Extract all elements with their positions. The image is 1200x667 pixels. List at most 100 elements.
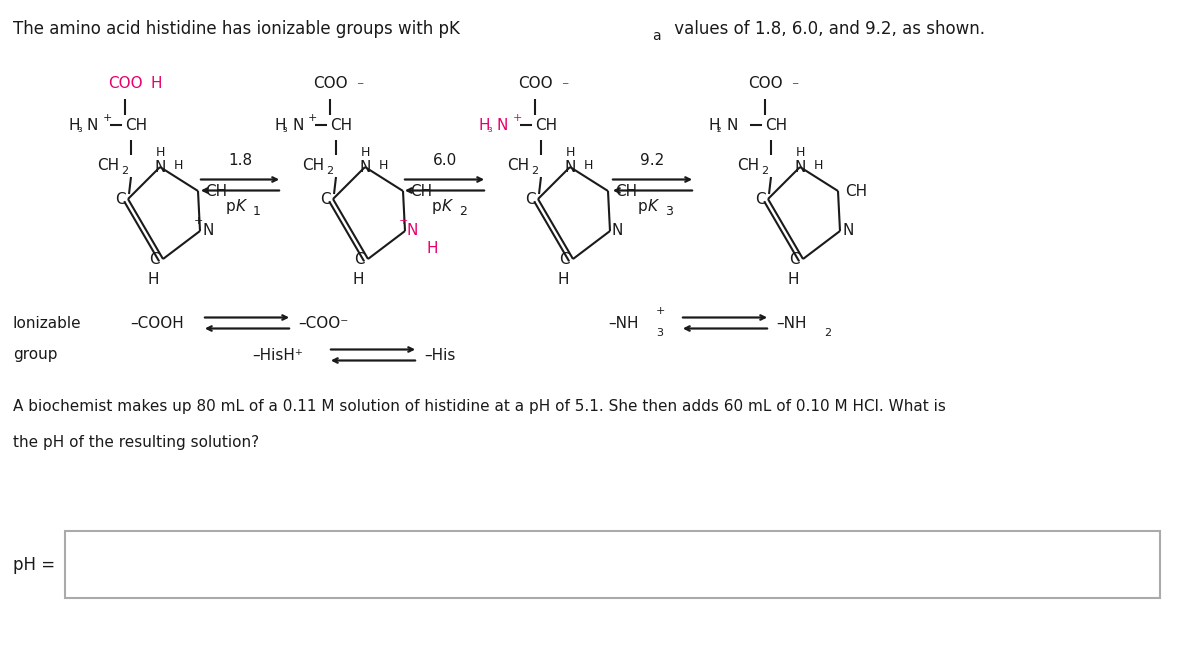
Text: C: C — [790, 251, 800, 267]
Text: C: C — [149, 251, 160, 267]
Text: 3: 3 — [656, 327, 662, 338]
Text: CH: CH — [506, 157, 529, 173]
Text: H: H — [796, 147, 805, 159]
Text: COO: COO — [517, 77, 552, 91]
Text: p: p — [432, 199, 442, 215]
Text: N: N — [564, 159, 576, 175]
Text: 2: 2 — [121, 165, 128, 175]
Text: 2: 2 — [761, 165, 768, 175]
Text: N: N — [88, 117, 98, 133]
Text: ₃: ₃ — [77, 125, 82, 135]
Text: CH: CH — [125, 117, 148, 133]
Text: K: K — [442, 199, 452, 215]
Text: CH: CH — [616, 183, 637, 199]
Text: N: N — [794, 159, 805, 175]
Text: +: + — [193, 216, 203, 226]
Text: N: N — [155, 159, 166, 175]
Text: –His: –His — [424, 348, 455, 362]
Text: H: H — [360, 147, 370, 159]
Text: –NH: –NH — [776, 315, 806, 331]
Text: K: K — [648, 199, 658, 215]
Text: N: N — [497, 117, 509, 133]
Text: ₃: ₃ — [487, 125, 492, 135]
Text: +: + — [398, 216, 408, 226]
Text: COO: COO — [748, 77, 782, 91]
Text: N: N — [292, 117, 304, 133]
Text: H: H — [174, 159, 184, 171]
Text: H: H — [709, 117, 720, 133]
Text: H: H — [558, 273, 569, 287]
Text: N: N — [842, 223, 853, 239]
Text: H: H — [427, 241, 438, 257]
Text: CH: CH — [410, 183, 432, 199]
FancyBboxPatch shape — [65, 531, 1160, 598]
Text: CH: CH — [330, 117, 352, 133]
Text: the pH of the resulting solution?: the pH of the resulting solution? — [13, 434, 259, 450]
Text: C: C — [559, 251, 570, 267]
Text: 2: 2 — [458, 205, 467, 218]
Text: C: C — [354, 251, 365, 267]
Text: 9.2: 9.2 — [640, 153, 664, 169]
Text: –COOH: –COOH — [130, 315, 184, 331]
Text: C: C — [115, 191, 126, 207]
Text: COO: COO — [313, 77, 347, 91]
Text: N: N — [359, 159, 371, 175]
Text: The amino acid histidine has ionizable groups with pK: The amino acid histidine has ionizable g… — [13, 20, 460, 38]
Text: 2: 2 — [326, 165, 334, 175]
Text: +: + — [308, 113, 317, 123]
Text: ⁻: ⁻ — [356, 80, 364, 94]
Text: 2: 2 — [824, 327, 832, 338]
Text: CH: CH — [205, 183, 227, 199]
Text: ₃: ₃ — [282, 125, 287, 135]
Text: CH: CH — [302, 157, 324, 173]
Text: A biochemist makes up 80 mL of a 0.11 M solution of histidine at a pH of 5.1. Sh: A biochemist makes up 80 mL of a 0.11 M … — [13, 400, 946, 414]
Text: –NH: –NH — [608, 315, 638, 331]
Text: C: C — [320, 191, 331, 207]
Text: H: H — [155, 147, 164, 159]
Text: group: group — [13, 348, 58, 362]
Text: H: H — [479, 117, 491, 133]
Text: Ionizable: Ionizable — [13, 315, 82, 331]
Text: 2: 2 — [530, 165, 538, 175]
Text: 3: 3 — [665, 205, 673, 218]
Text: p: p — [226, 199, 235, 215]
Text: H: H — [353, 273, 364, 287]
Text: values of 1.8, 6.0, and 9.2, as shown.: values of 1.8, 6.0, and 9.2, as shown. — [670, 20, 985, 38]
Text: CH: CH — [737, 157, 760, 173]
Text: +: + — [656, 307, 665, 317]
Text: K: K — [236, 199, 246, 215]
Text: ⁻: ⁻ — [792, 80, 799, 94]
Text: –COO⁻: –COO⁻ — [298, 315, 348, 331]
Text: a: a — [652, 29, 661, 43]
Text: H: H — [565, 147, 575, 159]
Text: H: H — [70, 117, 80, 133]
Text: 6.0: 6.0 — [433, 153, 457, 169]
Text: –HisH⁺: –HisH⁺ — [252, 348, 302, 362]
Text: N: N — [202, 223, 214, 239]
Text: C: C — [526, 191, 536, 207]
Text: 1.8: 1.8 — [228, 153, 252, 169]
Text: CH: CH — [766, 117, 787, 133]
Text: H: H — [379, 159, 389, 171]
Text: CH: CH — [845, 183, 868, 199]
Text: CH: CH — [97, 157, 119, 173]
Text: CH: CH — [535, 117, 557, 133]
Text: +: + — [103, 113, 113, 123]
Text: ₂: ₂ — [718, 125, 721, 135]
Text: p: p — [638, 199, 648, 215]
Text: H: H — [151, 77, 162, 91]
Text: H: H — [148, 273, 158, 287]
Text: ⁻: ⁻ — [562, 80, 569, 94]
Text: H: H — [584, 159, 593, 171]
Text: N: N — [727, 117, 738, 133]
Text: 1: 1 — [253, 205, 260, 218]
Text: H: H — [814, 159, 823, 171]
Text: COO: COO — [108, 77, 143, 91]
Text: +: + — [514, 113, 522, 123]
Text: N: N — [612, 223, 623, 239]
Text: pH =: pH = — [13, 556, 55, 574]
Text: C: C — [755, 191, 766, 207]
Text: H: H — [274, 117, 286, 133]
Text: H: H — [787, 273, 799, 287]
Text: N: N — [407, 223, 419, 239]
